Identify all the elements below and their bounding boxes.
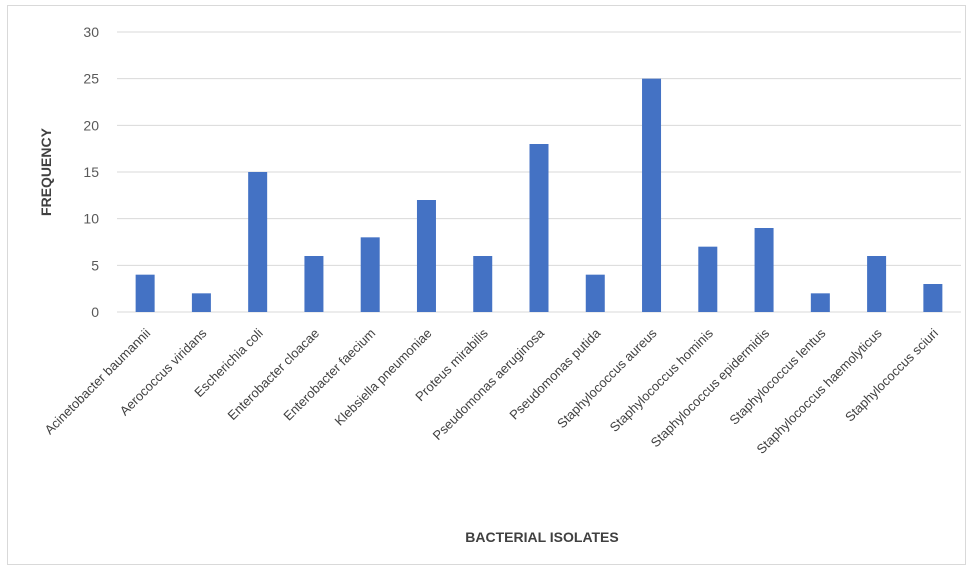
x-tick-label: Enterobacter faecium: [280, 326, 378, 424]
x-tick-label: Acinetobacter baumannii: [41, 325, 153, 437]
y-axis-title: FREQUENCY: [38, 127, 54, 216]
x-tick-label: Staphylococcus hominis: [607, 325, 717, 435]
bars: [135, 78, 943, 313]
bar: [360, 237, 380, 312]
bar: [529, 144, 549, 312]
y-tick-label: 20: [83, 117, 99, 133]
bar: [135, 274, 155, 312]
x-tick-label: Klebsiella pneumoniae: [331, 326, 434, 429]
bar: [923, 284, 943, 312]
bar: [416, 200, 436, 312]
y-tick-label: 0: [91, 304, 99, 320]
x-tick-label: Pseudomonas aeruginosa: [430, 325, 548, 443]
bar: [304, 256, 324, 312]
x-tick-label: Staphylococcus lentus: [726, 325, 828, 427]
y-axis-ticks: 0 5 10 15 20 25 30: [83, 24, 99, 320]
y-tick-label: 15: [83, 164, 99, 180]
bar: [585, 274, 605, 312]
bar: [810, 293, 830, 312]
y-tick-label: 10: [83, 211, 99, 227]
y-tick-label: 5: [91, 257, 99, 273]
bar: [698, 246, 718, 312]
y-tick-label: 25: [83, 71, 99, 87]
x-tick-label: Staphylococcus sciuri: [842, 325, 941, 424]
y-tick-label: 30: [83, 24, 99, 40]
bar: [642, 78, 662, 313]
bar: [191, 293, 211, 312]
x-axis-title: BACTERIAL ISOLATES: [465, 529, 619, 545]
x-tick-label: Staphylococcus aureus: [554, 325, 660, 431]
bar: [754, 228, 774, 312]
bar: [867, 256, 887, 312]
bar: [473, 256, 493, 312]
bar: [248, 172, 268, 312]
x-tick-label: Staphylococcus epidermidis: [648, 325, 773, 450]
